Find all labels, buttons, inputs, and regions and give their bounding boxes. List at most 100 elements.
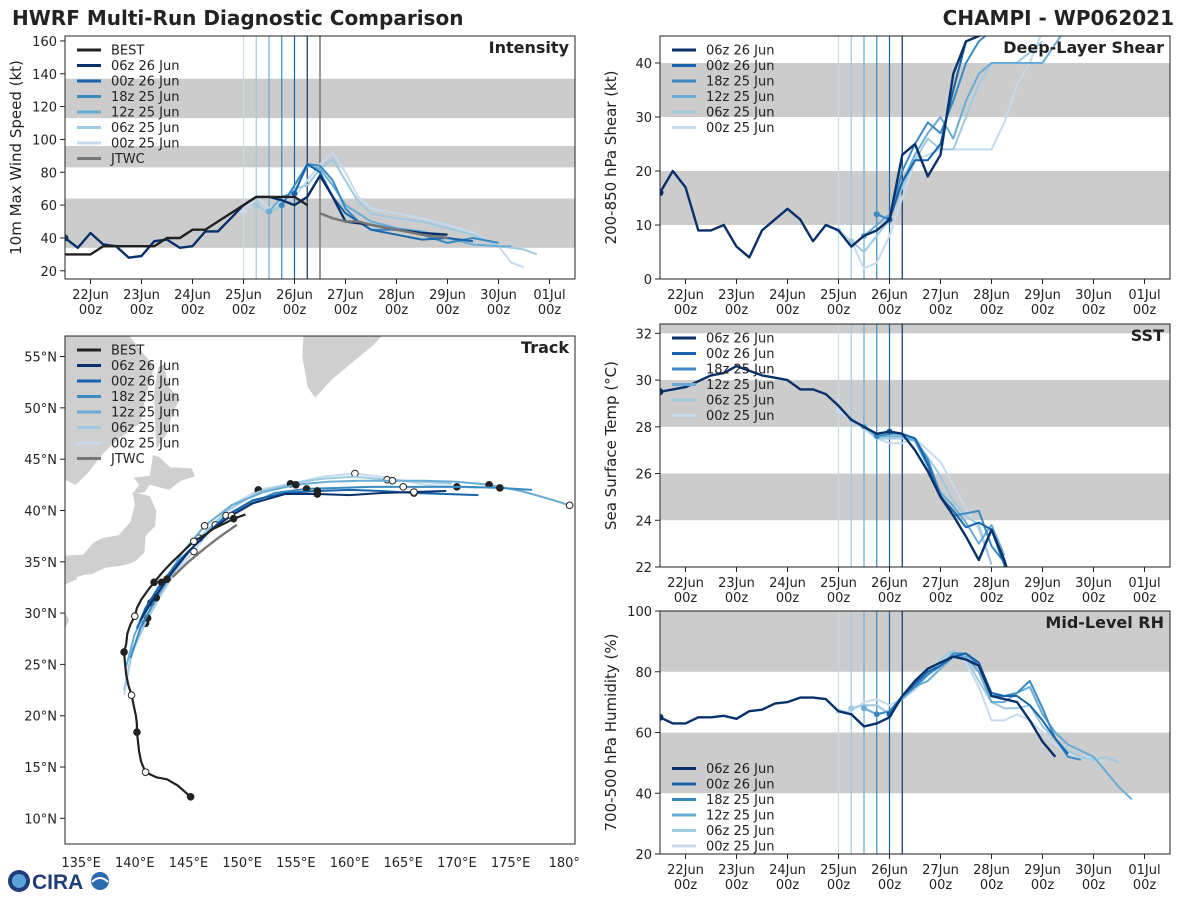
x-tick-label-date: 26Jun — [871, 863, 908, 878]
y-tick-label: 10 — [635, 219, 652, 234]
forecast-track-line — [123, 475, 452, 691]
legend-label: 06z 26 Jun — [706, 762, 775, 777]
x-tick-label-hour: 00z — [674, 591, 698, 606]
legend-label: 18z 25 Jun — [706, 75, 775, 90]
legend-label: 00z 25 Jun — [111, 437, 180, 452]
legend-label: 00z 26 Jun — [706, 778, 775, 793]
x-tick-label-hour: 00z — [181, 303, 205, 318]
y-axis-label: 200-850 hPa Shear (kt) — [602, 71, 620, 245]
lat-tick-label: 50°N — [24, 402, 57, 417]
axes-frame — [64, 35, 576, 280]
series-line — [850, 40, 1044, 253]
init-marker — [266, 208, 272, 215]
x-tick-label-hour: 00z — [929, 878, 953, 893]
init-marker — [240, 208, 247, 215]
x-tick-label-hour: 00z — [1082, 303, 1106, 318]
y-tick-label: 100 — [627, 605, 652, 620]
x-tick-label-date: 27Jun — [922, 863, 959, 878]
x-tick-label-date: 24Jun — [769, 576, 806, 591]
x-tick-label-date: 22Jun — [667, 288, 704, 303]
axes-frame — [659, 323, 1171, 568]
lat-tick-label: 25°N — [24, 658, 57, 673]
init-marker — [873, 211, 880, 218]
x-tick-label-date: 24Jun — [769, 863, 806, 878]
x-tick-label-hour: 00z — [980, 303, 1004, 318]
lon-tick-label: 155°E — [276, 856, 316, 871]
track-position-marker — [186, 792, 195, 801]
cira-logo: CIRA — [8, 870, 109, 894]
x-tick-label-hour: 00z — [827, 591, 851, 606]
x-tick-label-hour: 00z — [130, 303, 154, 318]
legend-label: 06z 26 Jun — [706, 332, 775, 347]
cira-logo-text: CIRA — [32, 871, 83, 894]
y-tick-label: 20 — [635, 165, 652, 180]
legend-label: JTWC — [110, 152, 145, 167]
series-line — [888, 36, 982, 220]
init-marker — [660, 388, 664, 396]
track-position-marker — [229, 514, 238, 523]
y-tick-label: 140 — [32, 68, 57, 83]
lat-tick-label: 30°N — [24, 607, 57, 622]
y-tick-label: 28 — [635, 421, 652, 436]
series-line — [888, 652, 1069, 755]
x-tick-label-date: 22Jun — [667, 576, 704, 591]
forecast-track-line — [125, 479, 570, 667]
lat-tick-label: 15°N — [24, 761, 57, 776]
series-line — [837, 36, 1042, 270]
lat-tick-label: 20°N — [24, 710, 57, 725]
panel-title: Intensity — [489, 38, 570, 57]
x-tick-label-date: 23Jun — [718, 863, 755, 878]
y-tick-label: 30 — [635, 111, 652, 126]
x-tick-label-hour: 00z — [929, 303, 953, 318]
legend-label: 18z 25 Jun — [111, 390, 180, 405]
y-tick-label: 80 — [40, 166, 57, 181]
track-position-marker — [130, 612, 139, 620]
panel-intensity: 2040608010012014016022Jun00z23Jun00z24Ju… — [7, 35, 576, 318]
x-tick-label-hour: 00z — [725, 303, 749, 318]
plot-area — [660, 611, 1170, 854]
track-position-marker — [127, 691, 136, 699]
x-tick-label-hour: 00z — [334, 303, 358, 318]
lon-tick-label: 170°E — [437, 856, 477, 871]
series-line — [876, 36, 987, 221]
series-line — [65, 174, 448, 259]
x-tick-label-hour: 00z — [1031, 591, 1055, 606]
x-tick-label-date: 26Jun — [276, 288, 313, 303]
x-tick-label-hour: 00z — [79, 303, 103, 318]
landmass — [65, 613, 70, 629]
init-marker — [65, 234, 69, 242]
threshold-band — [660, 171, 1170, 225]
lat-tick-label: 55°N — [24, 351, 57, 366]
y-tick-label: 60 — [40, 199, 57, 214]
x-tick-label-hour: 00z — [1133, 591, 1157, 606]
x-tick-label-date: 30Jun — [480, 288, 517, 303]
threshold-band — [660, 473, 1170, 521]
threshold-band — [660, 732, 1170, 794]
track-position-marker — [163, 575, 171, 584]
x-tick-label-date: 28Jun — [973, 576, 1010, 591]
lat-tick-label: 10°N — [24, 812, 57, 827]
landmass — [302, 336, 382, 398]
x-tick-label-hour: 00z — [878, 878, 902, 893]
track-position-marker — [388, 476, 397, 485]
x-tick-label-hour: 00z — [538, 303, 562, 318]
x-tick-label-date: 01Jul — [1128, 576, 1160, 591]
track-position-marker — [150, 578, 158, 587]
panel-title: Track — [521, 338, 569, 357]
lon-tick-label: 175°E — [491, 856, 531, 871]
track-position-marker — [120, 648, 128, 656]
storm-name: CHAMPI - WP062021 — [942, 6, 1174, 30]
legend-label: 00z 25 Jun — [706, 409, 775, 424]
jtwc-track-line — [171, 523, 238, 579]
legend-label: 12z 25 Jun — [111, 106, 180, 121]
x-tick-label-hour: 00z — [776, 303, 800, 318]
lon-tick-label: 145°E — [169, 856, 209, 871]
x-tick-label-date: 26Jun — [871, 576, 908, 591]
axes-frame — [659, 35, 1171, 280]
legend-label: 06z 25 Jun — [111, 421, 180, 436]
x-tick-label-hour: 00z — [1082, 878, 1106, 893]
x-tick-label-hour: 00z — [1082, 591, 1106, 606]
